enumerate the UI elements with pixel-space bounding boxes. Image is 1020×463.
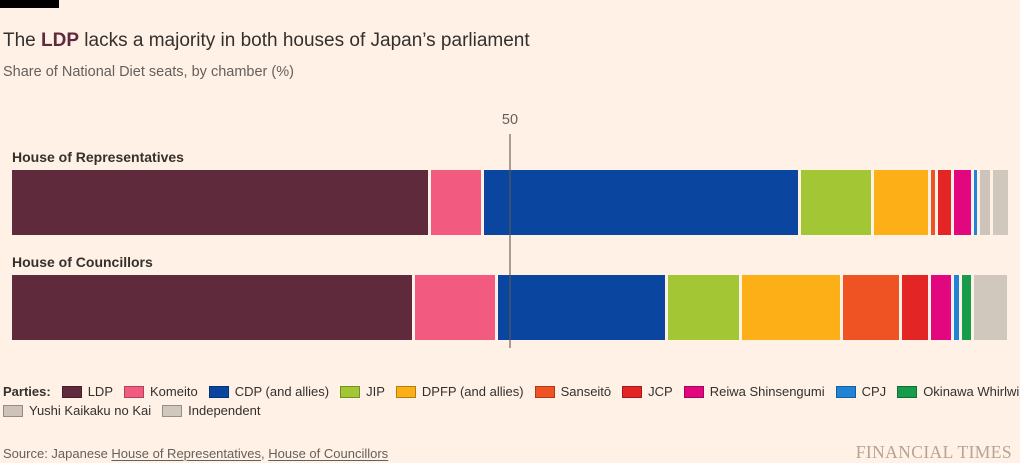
bar-segment-dpfp-and-allies xyxy=(873,170,932,235)
legend-swatch-ldp xyxy=(61,385,82,398)
legend-swatch-jip xyxy=(340,385,361,398)
legend-row-2: Yushi Kaikaku no Kai Independent xyxy=(3,403,1017,418)
legend-row-1: Parties: LDP Komeito CDP (and allies) JIP DPF… xyxy=(3,384,1020,399)
legend-item-label: Reiwa Shinsengumi xyxy=(709,384,825,399)
legend-item-sanseit: Sanseitō xyxy=(534,384,612,399)
ft-chart-marker xyxy=(0,0,59,8)
reference-gridline-50 xyxy=(509,134,511,348)
chart-subtitle: Share of National Diet seats, by chamber… xyxy=(3,64,294,80)
bar-segment-jcp xyxy=(902,275,932,340)
bar-segment-jip xyxy=(800,170,874,235)
legend-item-label: Yushi Kaikaku no Kai xyxy=(29,403,152,418)
legend-swatch-komeito xyxy=(124,385,144,398)
legend-item-jip: JIP xyxy=(340,384,385,399)
legend-item-independent: Independent xyxy=(162,403,260,418)
legend-item-jcp: JCP xyxy=(622,384,673,399)
bar-segment-komeito xyxy=(415,275,499,340)
legend-item-label: Independent xyxy=(188,403,261,418)
bar-segment-cdp-and-allies xyxy=(484,170,801,235)
bar-segment-jip xyxy=(668,275,743,340)
legend-item-label: LDP xyxy=(87,384,113,399)
legend-item-cpj: CPJ xyxy=(835,384,887,399)
axis-tick-50: 50 xyxy=(501,112,519,128)
legend-item-label: JCP xyxy=(648,384,673,399)
chamber-label-house-of-councillors: House of Councillors xyxy=(12,254,153,270)
legend-item-cdp-and-allies: CDP (and allies) xyxy=(208,384,330,399)
ft-logo: FINANCIAL TIMES xyxy=(855,442,1012,462)
legend-swatch-sanseit xyxy=(534,385,555,398)
bar-segment-jcp xyxy=(938,170,955,235)
legend-item-dpfp-and-allies: DPFP (and allies) xyxy=(395,384,524,399)
chart-title-highlight-ldp: LDP xyxy=(41,29,80,51)
chart-title: The LDP lacks a majority in both houses … xyxy=(3,30,530,52)
source-link-house-of-representatives[interactable]: House of Representatives xyxy=(111,446,261,461)
bar-segment-yushi-kaikaku-no-kai xyxy=(980,170,993,235)
legend: Parties: LDP Komeito CDP (and allies) JIP DPF… xyxy=(3,384,1020,422)
legend-item-label: Okinawa Whirlwind xyxy=(923,384,1020,399)
legend-item-komeito: Komeito xyxy=(124,384,198,399)
legend-item-label: JIP xyxy=(366,384,385,399)
legend-item-reiwa-shinsengumi: Reiwa Shinsengumi xyxy=(683,384,825,399)
bar-segment-sanseit xyxy=(931,170,939,235)
bar-segment-komeito xyxy=(431,170,485,235)
legend-item-label: Komeito xyxy=(150,384,198,399)
bar-segment-ldp xyxy=(12,170,432,235)
bar-segment-okinawa-whirlwind xyxy=(962,275,975,340)
legend-swatch-cpj xyxy=(835,385,856,398)
bar-segment-cpj xyxy=(974,170,981,235)
source-link-separator: , xyxy=(261,446,269,461)
legend-item-ldp: LDP xyxy=(61,384,113,399)
bar-house-of-councillors xyxy=(12,275,1008,340)
chart-title-suffix: lacks a majority in both houses of Japan… xyxy=(79,29,530,51)
legend-item-label: DPFP (and allies) xyxy=(421,384,524,399)
bar-segment-reiwa-shinsengumi xyxy=(954,170,975,235)
legend-item-label: CPJ xyxy=(861,384,887,399)
bar-segment-independent xyxy=(992,170,1008,235)
source-link-house-of-councillors[interactable]: House of Councillors xyxy=(268,446,389,461)
bar-segment-sanseit xyxy=(842,275,903,340)
legend-item-label: CDP (and allies) xyxy=(234,384,330,399)
legend-swatch-jcp xyxy=(622,385,643,398)
legend-swatch-okinawa-whirlwind xyxy=(897,385,918,398)
legend-swatch-reiwa-shinsengumi xyxy=(683,385,704,398)
source-note: Source: Japanese House of Representative… xyxy=(3,446,388,461)
bar-segment-cdp-and-allies xyxy=(498,275,669,340)
bar-segment-cpj xyxy=(954,275,963,340)
bar-segment-independent xyxy=(974,275,1007,340)
legend-swatch-yushi-kaikaku-no-kai xyxy=(3,404,23,417)
chart-title-prefix: The xyxy=(3,29,42,51)
legend-swatch-dpfp-and-allies xyxy=(395,385,416,398)
bar-house-of-representatives xyxy=(12,170,1008,235)
legend-item-yushi-kaikaku-no-kai: Yushi Kaikaku no Kai xyxy=(3,403,151,418)
legend-item-okinawa-whirlwind: Okinawa Whirlwind xyxy=(897,384,1020,399)
legend-title: Parties: xyxy=(3,384,51,399)
legend-item-label: Sanseitō xyxy=(560,384,612,399)
bar-segment-ldp xyxy=(12,275,416,340)
bar-segment-reiwa-shinsengumi xyxy=(931,275,955,340)
legend-swatch-cdp-and-allies xyxy=(208,385,229,398)
legend-swatch-independent xyxy=(162,404,183,417)
bar-segment-dpfp-and-allies xyxy=(742,275,843,340)
source-prefix: Source: Japanese xyxy=(3,446,112,461)
chamber-label-house-of-representatives: House of Representatives xyxy=(12,149,184,165)
